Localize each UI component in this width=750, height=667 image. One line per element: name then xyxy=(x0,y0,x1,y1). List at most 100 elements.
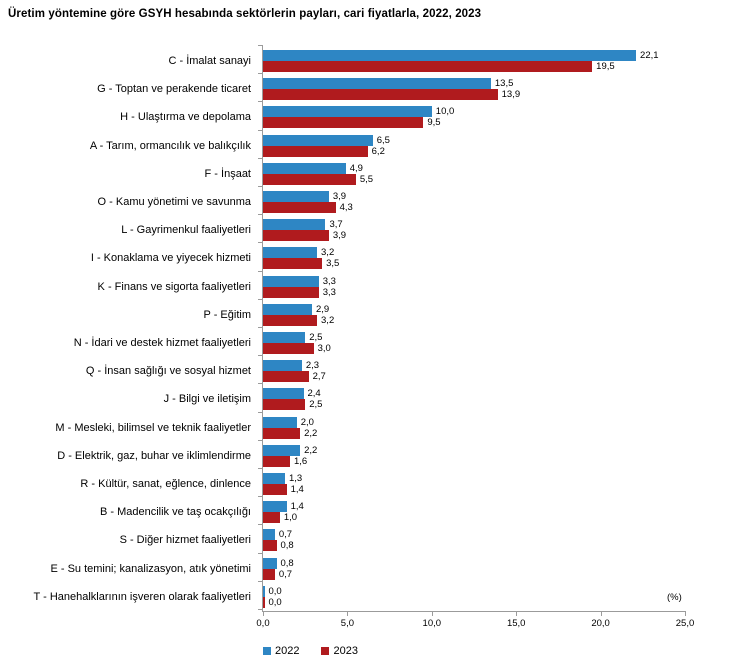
category-label: Q - İnsan sağlığı ve sosyal hizmet xyxy=(85,365,251,378)
value-label-2022: 3,7 xyxy=(329,219,343,231)
value-label-2022: 0,0 xyxy=(268,585,282,597)
bar-2023 xyxy=(263,202,336,213)
value-label-2023: 13,9 xyxy=(501,89,521,101)
y-axis-tick xyxy=(258,411,262,413)
value-label-2023: 1,4 xyxy=(290,484,304,495)
bar-2023 xyxy=(263,258,323,270)
value-label-2023: 3,2 xyxy=(321,314,335,326)
value-label-2022: 2,2 xyxy=(304,444,318,456)
category-label: L - Gayrimenkul faaliyetleri xyxy=(121,224,251,237)
value-label-2022: 3,3 xyxy=(322,275,336,287)
y-axis-tick xyxy=(258,580,262,582)
y-axis-tick xyxy=(258,129,262,131)
category-label: K - Finans ve sigorta faaliyetleri xyxy=(97,280,251,293)
value-label-2022: 3,9 xyxy=(332,191,347,202)
bar-2022 xyxy=(263,444,301,456)
bar-2022 xyxy=(263,162,346,174)
value-label-2022: 0,7 xyxy=(278,529,293,541)
category-label: D - Elektrik, gaz, buhar ve iklimlendirm… xyxy=(57,449,251,462)
legend-item-2022: 2022 xyxy=(263,645,299,657)
y-axis-tick xyxy=(258,355,262,357)
category-label: T - Hanehalklarının işveren olarak faali… xyxy=(33,590,251,603)
value-label-2023: 6,2 xyxy=(371,145,385,157)
x-tick-label: 25,0 xyxy=(675,618,695,629)
category-label: E - Su temini; kanalizasyon, atık yöneti… xyxy=(50,562,251,575)
bar-2022 xyxy=(263,388,304,400)
value-label-2023: 3,0 xyxy=(317,343,331,354)
bar-2022 xyxy=(263,50,637,61)
y-axis-tick xyxy=(258,524,262,526)
x-axis-tick xyxy=(347,612,349,616)
chart-title: Üretim yöntemine göre GSYH hesabında sek… xyxy=(8,8,482,20)
value-label-2022: 22,1 xyxy=(640,50,659,61)
category-label: I - Konaklama ve yiyecek hizmeti xyxy=(90,252,251,265)
percent-unit-label: (%) xyxy=(667,592,682,603)
category-label: M - Mesleki, bilimsel ve teknik faaliyet… xyxy=(55,421,251,434)
bar-2022 xyxy=(263,275,319,287)
bar-2022 xyxy=(263,557,277,569)
value-label-2023: 1,0 xyxy=(283,512,298,524)
x-tick-label: 20,0 xyxy=(591,618,610,629)
value-label-2023: 19,5 xyxy=(596,61,615,72)
bar-2023 xyxy=(263,230,329,242)
x-axis-line xyxy=(262,611,686,612)
value-label-2022: 4,9 xyxy=(349,162,363,174)
bar-2023 xyxy=(263,568,275,580)
y-axis-tick xyxy=(258,552,262,554)
x-tick-label: 0,0 xyxy=(256,618,270,629)
y-axis-tick xyxy=(258,298,262,300)
bar-2022 xyxy=(263,191,329,202)
bar-2022 xyxy=(263,134,373,146)
bar-2023 xyxy=(263,399,306,411)
value-label-2022: 10,0 xyxy=(435,106,455,118)
y-axis-tick xyxy=(258,496,262,498)
value-label-2023: 2,2 xyxy=(304,427,318,439)
x-axis-tick xyxy=(516,612,518,616)
value-label-2023: 0,0 xyxy=(268,596,282,608)
value-label-2022: 1,3 xyxy=(288,473,303,484)
category-label: C - İmalat sanayi xyxy=(168,55,251,67)
x-tick-label: 10,0 xyxy=(422,618,442,629)
bar-2023 xyxy=(263,117,424,129)
y-axis-tick xyxy=(258,101,262,103)
value-label-2022: 13,5 xyxy=(494,78,514,90)
value-label-2023: 2,7 xyxy=(312,371,326,383)
bar-2022 xyxy=(263,501,287,513)
value-label-2022: 3,2 xyxy=(321,247,335,259)
bar-2023 xyxy=(263,371,309,383)
value-label-2023: 0,7 xyxy=(278,568,293,580)
bar-2023 xyxy=(263,286,319,298)
category-label: G - Toptan ve perakende ticaret xyxy=(97,83,251,96)
y-axis-tick xyxy=(258,270,262,272)
bar-2022 xyxy=(263,473,285,484)
legend-label-2022: 2022 xyxy=(275,645,300,657)
value-label-2023: 2,5 xyxy=(309,399,323,411)
y-axis-line xyxy=(262,45,263,611)
bar-2022 xyxy=(263,585,265,597)
y-axis-tick xyxy=(258,609,262,610)
y-axis-tick xyxy=(258,242,262,244)
bar-2023 xyxy=(263,427,301,439)
bar-2023 xyxy=(263,512,280,524)
value-label-2023: 0,8 xyxy=(280,540,294,552)
value-label-2023: 3,9 xyxy=(332,230,347,242)
value-label-2023: 1,6 xyxy=(294,455,308,467)
category-label: F - İnşaat xyxy=(204,167,251,180)
bar-2022 xyxy=(263,247,318,259)
value-label-2022: 0,8 xyxy=(280,557,294,569)
y-axis-tick xyxy=(258,73,262,75)
category-label: J - Bilgi ve iletişim xyxy=(163,393,251,406)
legend-swatch-2022 xyxy=(263,647,271,655)
category-label: P - Eğitim xyxy=(203,308,251,321)
y-axis-tick xyxy=(258,439,262,441)
value-label-2022: 2,4 xyxy=(307,388,321,400)
category-label: R - Kültür, sanat, eğlence, dinlence xyxy=(80,478,251,490)
legend-item-2023: 2023 xyxy=(321,645,358,657)
value-label-2023: 9,5 xyxy=(427,117,441,129)
bar-2023 xyxy=(263,540,277,552)
y-axis-tick xyxy=(258,383,262,385)
value-label-2022: 6,5 xyxy=(376,134,390,146)
value-label-2022: 2,0 xyxy=(300,416,314,428)
bar-2022 xyxy=(263,332,306,343)
